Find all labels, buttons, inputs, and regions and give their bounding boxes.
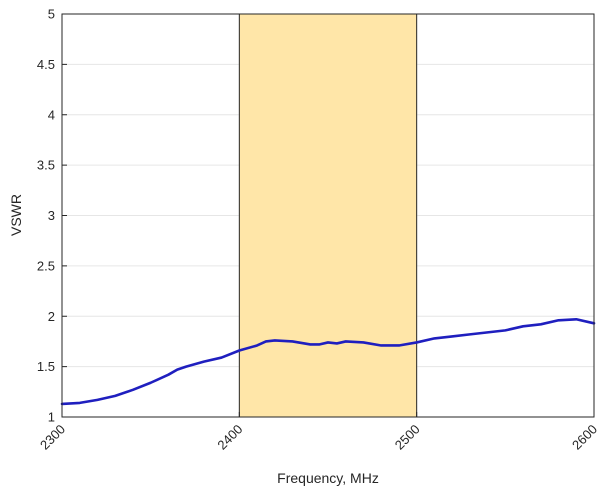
x-tick-label: 2500 <box>392 422 423 453</box>
y-tick-label: 2.5 <box>37 258 55 273</box>
y-tick-label: 3.5 <box>37 158 55 173</box>
x-tick-labels: 2300 2400 2500 2600 <box>37 422 600 453</box>
highlight-band <box>238 13 418 418</box>
y-tick-label: 1.5 <box>37 359 55 374</box>
y-tick-label: 4 <box>48 107 55 122</box>
highlight-band-group <box>238 13 418 418</box>
series-line <box>60 317 596 406</box>
y-axis-label: VSWR <box>8 194 24 236</box>
y-tick-labels: 1 1.5 2 2.5 3 3.5 4 4.5 5 <box>37 7 55 425</box>
y-tick-label: 1 <box>48 410 55 425</box>
tick-marks <box>61 13 595 418</box>
y-tick-label: 2 <box>48 309 55 324</box>
x-axis-label: Frequency, MHz <box>277 470 379 486</box>
y-tick-label: 4.5 <box>37 57 55 72</box>
y-tick-label: 5 <box>48 7 55 22</box>
x-tick-label: 2400 <box>214 422 245 453</box>
x-tick-label: 2300 <box>37 422 68 453</box>
x-tick-label: 2600 <box>569 422 600 453</box>
series-group <box>60 317 596 406</box>
y-tick-label: 3 <box>48 208 55 223</box>
